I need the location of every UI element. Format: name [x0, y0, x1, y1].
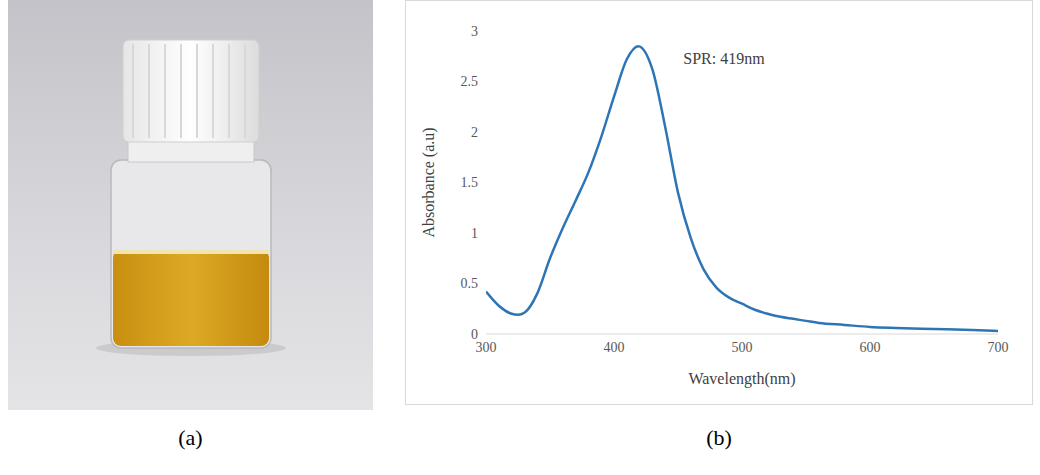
svg-text:1.5: 1.5: [461, 175, 479, 190]
svg-text:600: 600: [860, 340, 881, 355]
svg-text:500: 500: [732, 340, 753, 355]
svg-text:SPR: 419nm: SPR: 419nm: [683, 50, 765, 67]
svg-text:700: 700: [988, 340, 1009, 355]
svg-text:0.5: 0.5: [461, 276, 479, 291]
svg-text:0: 0: [471, 327, 478, 342]
svg-text:3: 3: [471, 24, 478, 39]
html-text:(b): (b): [706, 425, 732, 450]
svg-text:Wavelength(nm): Wavelength(nm): [688, 370, 795, 388]
svg-text:300: 300: [476, 340, 497, 355]
svg-text:1: 1: [471, 226, 478, 241]
html-text:(a): (a): [178, 425, 203, 450]
svg-text:Absorbance (a.u): Absorbance (a.u): [420, 127, 438, 237]
svg-text:2: 2: [471, 125, 478, 140]
svg-text:2.5: 2.5: [461, 74, 479, 89]
svg-text:400: 400: [604, 340, 625, 355]
